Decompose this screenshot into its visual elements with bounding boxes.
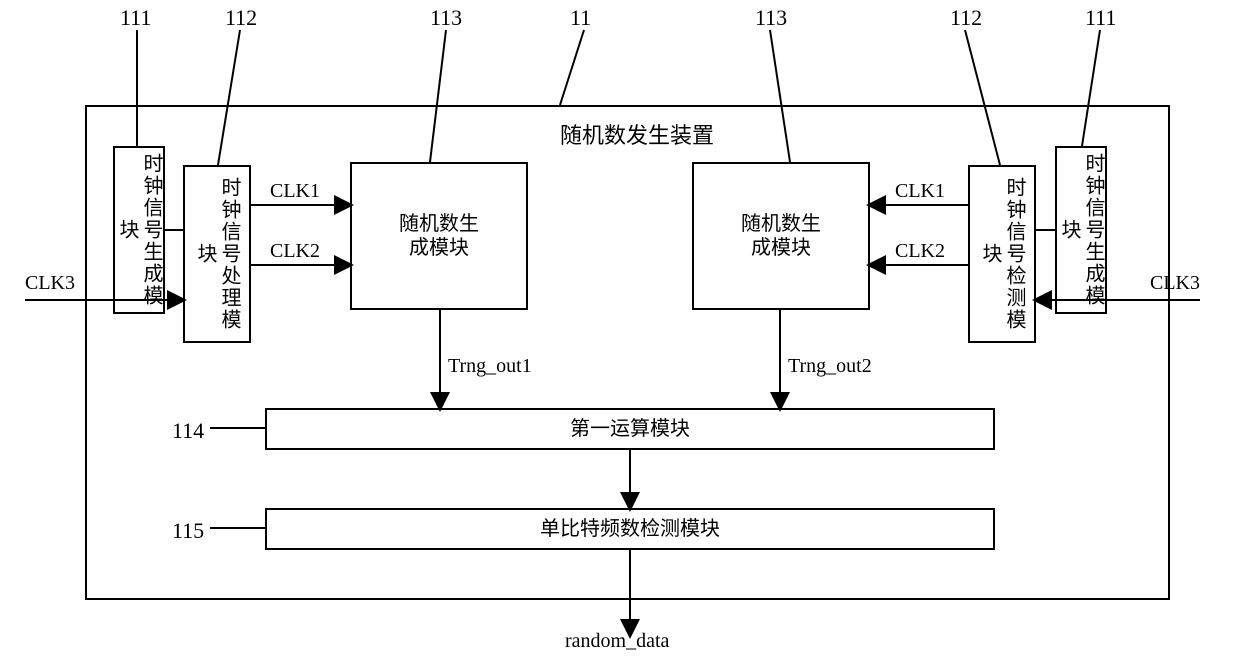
block-first-op-label: 第一运算模块	[570, 417, 690, 441]
label-clk3-left: CLK3	[25, 272, 75, 295]
block-clock-gen-left-label: 时钟信号生成模块	[115, 148, 163, 312]
block-first-op: 第一运算模块	[265, 408, 995, 450]
block-rand-gen-left-label: 随机数生 成模块	[399, 212, 479, 260]
label-trng-out2: Trng_out2	[788, 355, 872, 378]
callout-111-right: 111	[1085, 5, 1116, 31]
block-rand-gen-left: 随机数生 成模块	[350, 162, 528, 310]
block-rand-gen-right-label: 随机数生 成模块	[741, 212, 821, 260]
callout-114: 114	[172, 418, 204, 444]
label-clk1-left: CLK1	[270, 180, 320, 203]
callout-112-left: 112	[225, 5, 257, 31]
callout-113-right: 113	[755, 5, 787, 31]
label-clk2-right: CLK2	[895, 240, 945, 263]
callout-111-left: 111	[120, 5, 151, 31]
label-clk3-right: CLK3	[1150, 272, 1200, 295]
block-single-bit: 单比特频数检测模块	[265, 508, 995, 550]
callout-112-right: 112	[950, 5, 982, 31]
label-random-data: random_data	[565, 630, 669, 653]
label-clk1-right: CLK1	[895, 180, 945, 203]
block-clock-gen-right: 时钟信号生成模块	[1055, 146, 1107, 314]
callout-11: 11	[570, 5, 591, 31]
block-clock-gen-left: 时钟信号生成模块	[113, 146, 165, 314]
callout-115: 115	[172, 518, 204, 544]
callout-113-left: 113	[430, 5, 462, 31]
block-rand-gen-right: 随机数生 成模块	[692, 162, 870, 310]
block-single-bit-label: 单比特频数检测模块	[540, 517, 720, 541]
label-trng-out1: Trng_out1	[448, 355, 532, 378]
block-clock-proc-left-label: 时钟信号处理模块	[193, 167, 241, 341]
block-clock-det-right: 时钟信号检测模块	[968, 165, 1036, 343]
diagram-canvas: 随机数发生装置 时钟信号生成模块 时钟信号处理模块 随机数生 成模块 随机数生 …	[0, 0, 1239, 657]
diagram-title: 随机数发生装置	[560, 118, 714, 150]
block-clock-proc-left: 时钟信号处理模块	[183, 165, 251, 343]
block-clock-gen-right-label: 时钟信号生成模块	[1057, 148, 1105, 312]
block-clock-det-right-label: 时钟信号检测模块	[978, 167, 1026, 341]
label-clk2-left: CLK2	[270, 240, 320, 263]
